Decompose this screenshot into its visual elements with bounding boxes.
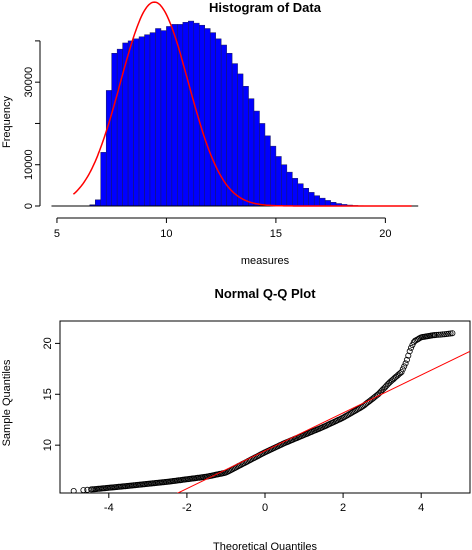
histogram-bar (226, 53, 233, 207)
histogram-bar (171, 24, 178, 207)
histogram-chart: Histogram of Data measures Frequency 5 10… (1, 0, 419, 267)
histogram-bar (281, 164, 288, 207)
qq-point (439, 331, 446, 338)
qq-point (70, 488, 77, 493)
histogram-bar (242, 86, 249, 207)
histogram-bars (89, 20, 375, 207)
qq-point (409, 342, 416, 349)
histogram-y-tick-label: 0 (23, 203, 35, 209)
histogram-bar (144, 34, 151, 207)
qq-y-tick-label: 15 (42, 388, 54, 400)
histogram-bar (138, 36, 145, 207)
histogram-bar (324, 200, 331, 207)
histogram-bar (155, 28, 162, 207)
qq-point (403, 356, 410, 363)
histogram-bar (160, 30, 167, 207)
histogram-bar (199, 24, 205, 207)
histogram-bar (286, 171, 293, 207)
qq-y-label: Sample Quantiles (1, 359, 13, 446)
histogram-bar (270, 145, 277, 207)
qq-title: Normal Q-Q Plot (214, 286, 316, 301)
histogram-bar (248, 98, 255, 207)
qq-y-tick-label: 20 (42, 337, 54, 349)
qq-point (406, 348, 413, 355)
qq-point (407, 344, 414, 351)
histogram-y-tick-label: 10000 (23, 149, 35, 180)
qq-point (405, 352, 412, 359)
qq-point (80, 487, 87, 493)
qq-point (399, 366, 406, 373)
histogram-bar (209, 32, 216, 207)
histogram-bar (122, 42, 129, 207)
histogram-bar (259, 123, 266, 207)
qq-point (398, 369, 405, 376)
qq-y-tick-label: 10 (42, 439, 54, 451)
histogram-bar (264, 135, 271, 207)
qq-point (433, 331, 440, 338)
qq-x-tick-label: 0 (262, 502, 268, 514)
qq-points (70, 330, 456, 493)
qq-x-tick-label: 4 (418, 502, 424, 514)
histogram-bar (319, 197, 326, 207)
qq-point (401, 363, 408, 370)
qq-point (435, 331, 442, 338)
histogram-bar (231, 63, 238, 207)
histogram-y-tick-label: 30000 (23, 67, 35, 98)
qq-point (441, 331, 448, 338)
histogram-x-tick-label: 15 (270, 228, 282, 240)
qq-plot-chart: Normal Q-Q Plot Theoretical Quantiles Sa… (1, 286, 471, 550)
histogram-bar (275, 156, 282, 207)
histogram-y-label: Frequency (1, 96, 13, 148)
qq-x-tick-label: -4 (104, 502, 114, 514)
qq-reference-line (176, 350, 470, 493)
histogram-bar (149, 32, 156, 207)
histogram-bar (133, 38, 140, 207)
histogram-bar (188, 20, 195, 207)
qq-point (402, 360, 409, 367)
qq-point (431, 332, 438, 339)
qq-point (445, 330, 452, 337)
histogram-bar (127, 40, 134, 207)
histogram-bar (297, 183, 304, 207)
qq-point (437, 331, 444, 338)
histogram-x-tick-label: 20 (379, 228, 391, 240)
qq-x-tick-label: 2 (340, 502, 346, 514)
histogram-x-tick-label: 10 (160, 228, 172, 240)
histogram-bar (313, 195, 320, 207)
qq-x-tick-label: -2 (182, 502, 192, 514)
qq-axes: -4 -2 0 2 4 10 15 20 (42, 337, 424, 514)
histogram-bar (182, 22, 189, 207)
histogram-bar (215, 38, 222, 207)
histogram-bar (303, 188, 309, 207)
qq-point (449, 330, 456, 337)
histogram-bar (237, 73, 244, 207)
histogram-bar (292, 178, 299, 207)
histogram-bar (253, 110, 260, 207)
histogram-bar (105, 90, 112, 207)
histogram-x-tick-label: 5 (54, 228, 60, 240)
histogram-x-label: measures (241, 255, 290, 267)
histogram-bar (308, 192, 315, 207)
histogram-bar (193, 22, 200, 207)
histogram-bar (100, 152, 107, 207)
qq-x-label: Theoretical Quantiles (213, 541, 317, 550)
qq-point (416, 335, 423, 342)
histogram-bar (111, 53, 118, 207)
histogram-title: Histogram of Data (209, 0, 322, 15)
histogram-bar (166, 26, 173, 207)
histogram-axes: 5 10 15 20 0 10000 30000 (23, 40, 391, 240)
histogram-bar (95, 199, 101, 207)
histogram-bar (204, 28, 211, 207)
normal-density-curve (72, 1, 412, 207)
histogram-bar (116, 48, 123, 207)
